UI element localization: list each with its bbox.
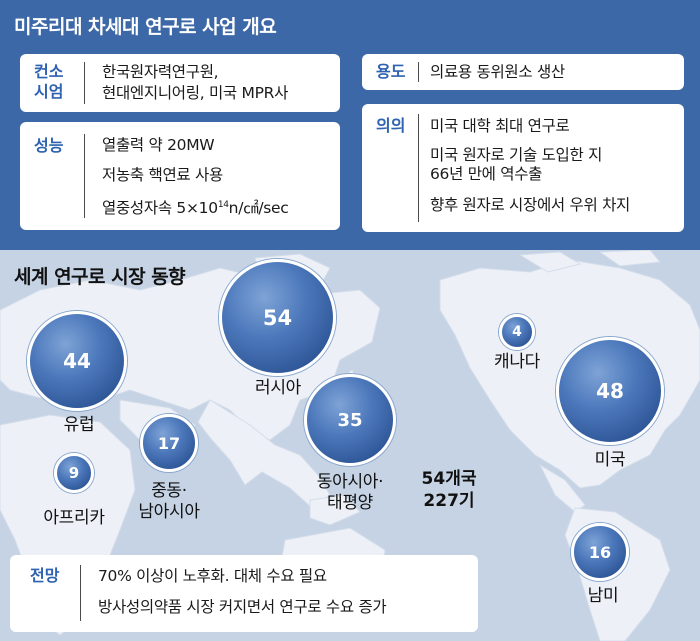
label-east-asia: 동아시아· 태평양 [300,472,400,514]
consortium-line2: 현대엔지니어링, 미국 MPR사 [102,84,289,102]
label-middle-east: 중동· 남아시아 [124,481,214,523]
significance-line3: 66년 만에 역수출 [430,165,543,183]
consortium-box: 컨소 시엄 한국원자력연구원, 현대엔지니어링, 미국 MPR사 [20,54,340,112]
value-east-asia: 35 [337,409,363,431]
page-title: 미주리대 차세대 연구로 사업 개요 [14,16,277,38]
bubble-europe: 44 [27,311,127,411]
divider [84,62,85,104]
performance-line1: 열출력 약 20MW [102,136,215,154]
consortium-line1: 한국원자력연구원, [102,63,219,81]
label-south-america: 남미 [587,586,619,606]
bubble-middle-east: 17 [140,414,198,472]
significance-box: 의의 미국 대학 최대 연구로 미국 원자로 기술 도입한 지 66년 만에 역… [362,104,684,232]
consortium-label-line2: 시엄 [34,82,64,101]
total-countries: 54개국 [421,469,477,489]
significance-line1: 미국 대학 최대 연구로 [430,117,570,135]
usage-box: 용도 의료용 동위원소 생산 [362,54,684,90]
label-europe: 유럽 [63,415,95,435]
value-europe: 44 [63,349,91,373]
divider [80,565,81,621]
divider [84,134,85,218]
divider [418,62,419,82]
significance-label: 의의 [376,116,406,135]
label-canada: 캐나다 [493,352,541,372]
outlook-label: 전망 [30,566,60,585]
label-usa: 미국 [594,450,626,470]
bubble-south-america: 16 [571,523,629,581]
bubble-russia: 54 [219,259,336,376]
bubble-canada: 4 [499,314,535,350]
bubble-east-asia: 35 [304,374,396,466]
value-middle-east: 17 [157,433,181,453]
label-east-asia-line2: 태평양 [326,493,374,513]
bubble-africa: 9 [54,453,94,493]
performance-line2: 저농축 핵연료 사용 [102,166,223,184]
value-south-america: 16 [588,542,612,562]
consortium-label: 컨소 시엄 [34,62,63,102]
significance-line2: 미국 원자로 기술 도입한 지 [430,146,603,164]
outlook-line2: 방사성의약품 시장 커지면서 연구로 수요 증가 [98,598,387,616]
label-russia: 러시아 [254,378,302,398]
market-title: 세계 연구로 시장 동향 [14,266,186,288]
flux-unit: n/㎠/sec [228,199,289,218]
label-africa: 아프리카 [43,508,105,528]
label-middle-east-line1: 중동· [151,481,187,501]
consortium-label-line1: 컨소 [34,62,64,81]
significance-line4: 향후 원자로 시장에서 우위 차지 [430,196,630,214]
total-count: 54개국 227기 [412,468,486,512]
value-canada: 4 [512,324,522,340]
flux-prefix: 열중성자속 5×10 [102,199,218,218]
label-middle-east-line2: 남아시아 [138,502,200,522]
performance-box: 성능 열출력 약 20MW 저농축 핵연료 사용 열중성자속 5×1014n/㎠… [20,122,340,230]
usage-label: 용도 [376,62,406,81]
performance-label: 성능 [34,136,64,155]
value-russia: 54 [262,305,293,330]
total-reactors: 227기 [423,491,475,511]
value-africa: 9 [68,464,80,482]
bubble-usa: 48 [556,337,664,445]
flux-exponent: 14 [217,200,229,210]
outlook-box: 전망 70% 이상이 노후화. 대체 수요 필요 방사성의약품 시장 커지면서 … [10,555,478,632]
performance-line3: 열중성자속 5×1014n/㎠/sec [102,195,289,218]
value-usa: 48 [596,379,624,403]
usage-text: 의료용 동위원소 생산 [430,63,565,81]
label-east-asia-line1: 동아시아· [316,472,384,492]
divider [418,114,419,222]
outlook-line1: 70% 이상이 노후화. 대체 수요 필요 [98,567,327,585]
